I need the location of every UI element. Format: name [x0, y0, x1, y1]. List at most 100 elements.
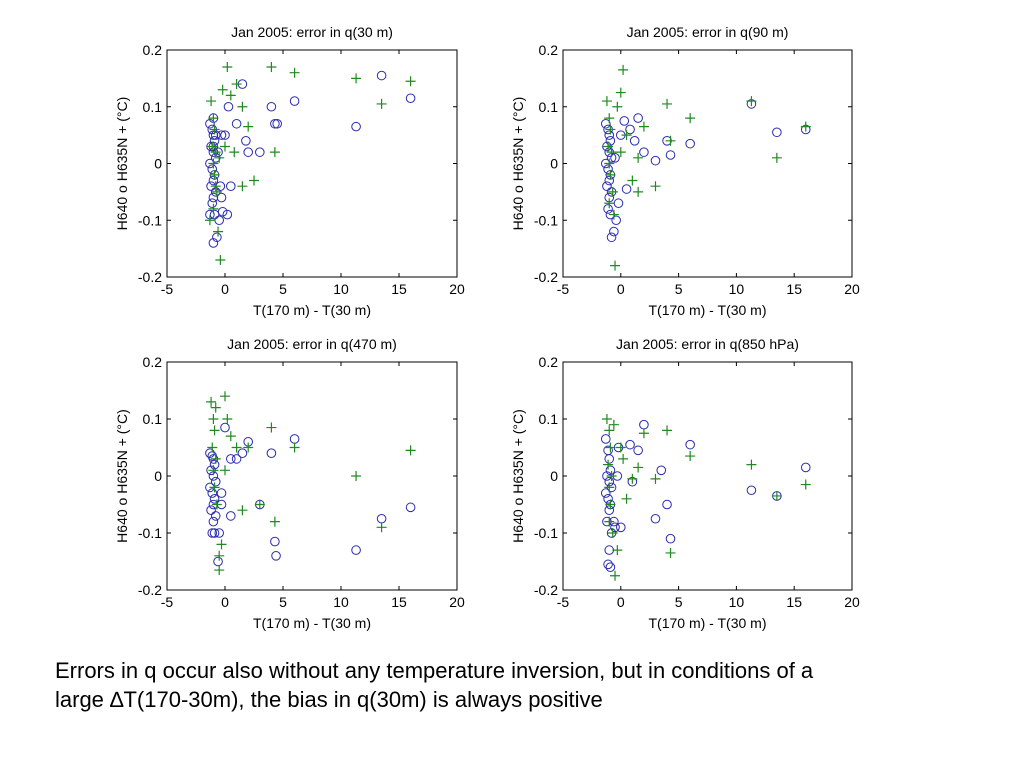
data-point-circle [207, 198, 218, 209]
data-point-plus [685, 113, 696, 124]
data-point-plus [213, 226, 224, 237]
data-point-circle [217, 206, 228, 217]
data-point-plus [208, 113, 219, 124]
data-point-plus [615, 442, 626, 453]
data-point-circle [216, 130, 227, 140]
x-tick-label: 0 [617, 281, 625, 297]
data-point-circle [223, 101, 234, 112]
data-point-circle [600, 488, 611, 498]
data-point-circle [212, 232, 222, 243]
plot-area [166, 361, 458, 591]
data-point-circle [226, 181, 236, 191]
data-point-plus [604, 158, 615, 169]
data-point-plus [376, 98, 387, 109]
x-axis-label: T(170 m) - T(30 m) [649, 302, 767, 318]
data-point-plus [601, 414, 612, 424]
data-point-circle [254, 147, 265, 157]
y-tick-label: 0.1 [143, 411, 163, 427]
data-point-circle [207, 488, 218, 498]
data-point-circle [621, 184, 632, 194]
y-tick-label: -0.2 [534, 582, 558, 598]
data-point-plus [665, 547, 676, 558]
chart-panel-1: -5 0 5 10 15 20 -0.2 -0.1 0 0.1 0.2 Jan 2005: error… [114, 24, 465, 318]
data-point-circle [604, 130, 615, 140]
data-point-circle [220, 422, 230, 433]
data-point-circle [237, 448, 248, 459]
series-h635n-plus [601, 414, 811, 581]
y-tick-label: -0.2 [138, 269, 162, 285]
data-point-plus [633, 186, 644, 197]
chart-title: Jan 2005: error in q(90 m) [627, 24, 789, 40]
data-point-plus [621, 493, 632, 504]
data-point-circle [270, 536, 280, 547]
data-point-plus [612, 101, 623, 112]
x-tick-label: 5 [279, 594, 287, 610]
x-tick-label: 10 [333, 594, 349, 610]
data-point-circle [266, 448, 277, 459]
data-point-plus [289, 67, 300, 78]
data-point-plus [208, 158, 219, 169]
data-point-plus [209, 169, 220, 180]
data-point-circle [231, 118, 242, 129]
data-point-plus [604, 198, 615, 209]
data-point-plus [243, 442, 254, 453]
scatter-plot-grid: -5 0 5 10 15 20 -0.2 -0.1 0 0.1 0.2 Jan 2005: error… [114, 24, 860, 631]
data-point-plus [662, 425, 673, 436]
data-point-circle [213, 556, 223, 567]
data-point-circle [208, 516, 219, 527]
data-point-circle [208, 175, 219, 186]
data-point-circle [266, 101, 277, 112]
data-point-circle [222, 209, 233, 220]
data-point-plus [610, 260, 621, 271]
x-tick-label: -5 [161, 594, 174, 610]
caption-line-2: large ∆T(170-30m), the bias in q(30m) is… [55, 687, 603, 712]
data-point-circle [746, 485, 757, 496]
x-tick-label: 10 [729, 281, 745, 297]
y-tick-label: -0.2 [138, 582, 162, 598]
data-point-circle [656, 465, 667, 476]
data-point-circle [610, 153, 620, 163]
y-tick-label: 0 [154, 468, 162, 484]
chart-panel-3: -5 0 5 10 15 20 -0.2 -0.1 0 0.1 0.2 Jan 2005: error… [114, 336, 465, 631]
data-point-plus [207, 442, 218, 453]
data-point-plus [215, 254, 226, 265]
data-point-plus [266, 62, 277, 73]
data-point-circle [405, 502, 416, 513]
data-point-plus [662, 98, 673, 109]
data-point-plus [210, 181, 221, 192]
data-point-plus [633, 462, 644, 473]
data-point-plus [606, 471, 617, 481]
plot-area [562, 361, 853, 591]
data-point-plus [605, 169, 616, 180]
data-point-plus [608, 209, 619, 220]
data-point-plus [612, 545, 623, 556]
data-point-circle [685, 439, 695, 450]
x-tick-label: 15 [391, 281, 407, 297]
data-point-plus [209, 124, 220, 135]
data-point-plus [211, 186, 222, 197]
data-point-plus [746, 459, 757, 470]
data-point-plus [231, 79, 242, 90]
data-point-plus [249, 175, 259, 186]
data-point-circle [231, 454, 242, 464]
data-point-plus [638, 121, 649, 132]
data-point-circle [207, 164, 218, 174]
x-axis-label: T(170 m) - T(30 m) [253, 302, 371, 318]
data-point-circle [603, 164, 613, 174]
x-tick-label: 20 [844, 594, 860, 610]
data-point-plus [222, 414, 233, 424]
chart-title: Jan 2005: error in q(850 hPa) [616, 336, 799, 352]
x-axis-label: T(170 m) - T(30 m) [253, 615, 371, 631]
data-point-plus [229, 147, 240, 158]
data-point-plus [607, 528, 618, 538]
data-point-circle [665, 533, 676, 544]
data-point-circle [609, 226, 619, 237]
data-point-plus [204, 215, 215, 226]
data-point-circle [405, 93, 416, 104]
data-point-plus [217, 84, 228, 95]
data-point-circle [209, 494, 220, 504]
data-point-circle [650, 513, 661, 524]
data-point-plus [289, 442, 300, 453]
data-point-plus [208, 414, 219, 424]
data-point-plus [627, 473, 638, 484]
